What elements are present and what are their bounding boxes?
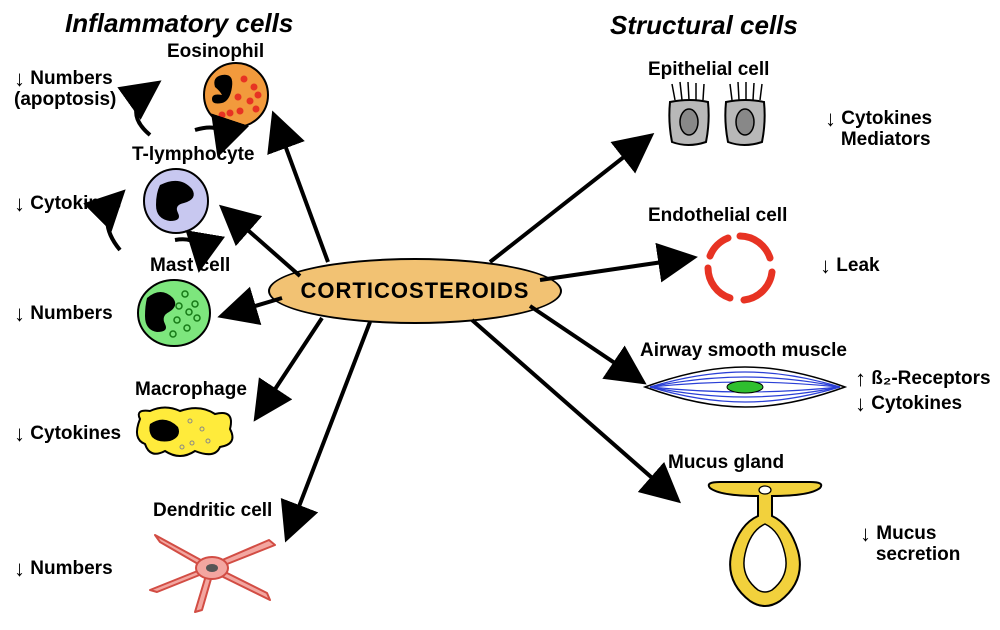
label-macrophage: Macrophage — [135, 379, 247, 401]
down-arrow-icon: ↓ — [14, 557, 25, 581]
effect-line: Cytokines — [30, 423, 121, 444]
down-arrow-icon: ↓ — [14, 302, 25, 326]
effect-line: Numbers — [30, 303, 112, 324]
effect-line: Cytokines — [841, 108, 932, 129]
effect-line: Mediators — [841, 129, 931, 150]
label-mastcell: Mast cell — [150, 255, 230, 277]
down-arrow-icon: ↓ — [820, 254, 831, 278]
up-arrow-icon: ↑ — [855, 367, 866, 391]
down-arrow-icon: ↓ — [825, 107, 836, 131]
effect-line: secretion — [876, 544, 960, 565]
label-epithelial: Epithelial cell — [648, 59, 769, 81]
effect-airwaysm: ↑ ß₂-Receptors ↓ Cytokines — [855, 365, 991, 415]
down-arrow-icon: ↓ — [860, 522, 871, 546]
effect-eosinophil: ↓ Numbers (apoptosis) — [14, 65, 116, 111]
label-airwaysm: Airway smooth muscle — [640, 340, 847, 362]
effect-endothelial: ↓ Leak — [820, 252, 880, 277]
down-arrow-icon: ↓ — [14, 422, 25, 446]
effect-line: Cytokines — [871, 393, 962, 414]
effect-tlymphocyte: ↓ Cytokines — [14, 190, 121, 215]
effect-line: ß₂-Receptors — [871, 368, 990, 389]
label-tlymphocyte: T-lymphocyte — [132, 144, 254, 166]
macrophage-icon — [130, 399, 240, 474]
heading-structural: Structural cells — [610, 10, 798, 41]
down-arrow-icon: ↓ — [855, 392, 866, 416]
label-endothelial: Endothelial cell — [648, 205, 787, 227]
effect-line: Numbers — [30, 558, 112, 579]
down-arrow-icon: ↓ — [14, 192, 25, 216]
effect-line: Leak — [836, 255, 879, 276]
down-arrow-icon: ↓ — [14, 67, 25, 91]
heading-inflammatory: Inflammatory cells — [65, 8, 293, 39]
effect-mucus: ↓ Mucus secretion — [860, 520, 960, 566]
effect-mastcell: ↓ Numbers — [14, 300, 113, 325]
endothelial-icon — [700, 228, 780, 313]
mucus-icon — [690, 476, 840, 621]
effect-line: Cytokines — [30, 193, 121, 214]
effect-epithelial: ↓ Cytokines Mediators — [825, 105, 932, 151]
effect-line: Mucus — [876, 523, 936, 544]
epithelial-icon — [660, 80, 800, 170]
dendritic-icon — [135, 520, 285, 620]
center-label: CORTICOSTEROIDS — [301, 278, 530, 304]
center-corticosteroids: CORTICOSTEROIDS — [268, 258, 562, 324]
tlymphocyte-icon — [140, 165, 212, 242]
label-dendritic: Dendritic cell — [153, 500, 272, 522]
effect-line: (apoptosis) — [14, 89, 116, 110]
effect-line: Numbers — [30, 68, 112, 89]
effect-dendritic: ↓ Numbers — [14, 555, 113, 580]
eosinophil-icon — [200, 59, 272, 136]
effect-macrophage: ↓ Cytokines — [14, 420, 121, 445]
airwaysm-icon — [640, 362, 850, 417]
label-mucus: Mucus gland — [668, 452, 784, 474]
mastcell-icon — [135, 276, 213, 355]
